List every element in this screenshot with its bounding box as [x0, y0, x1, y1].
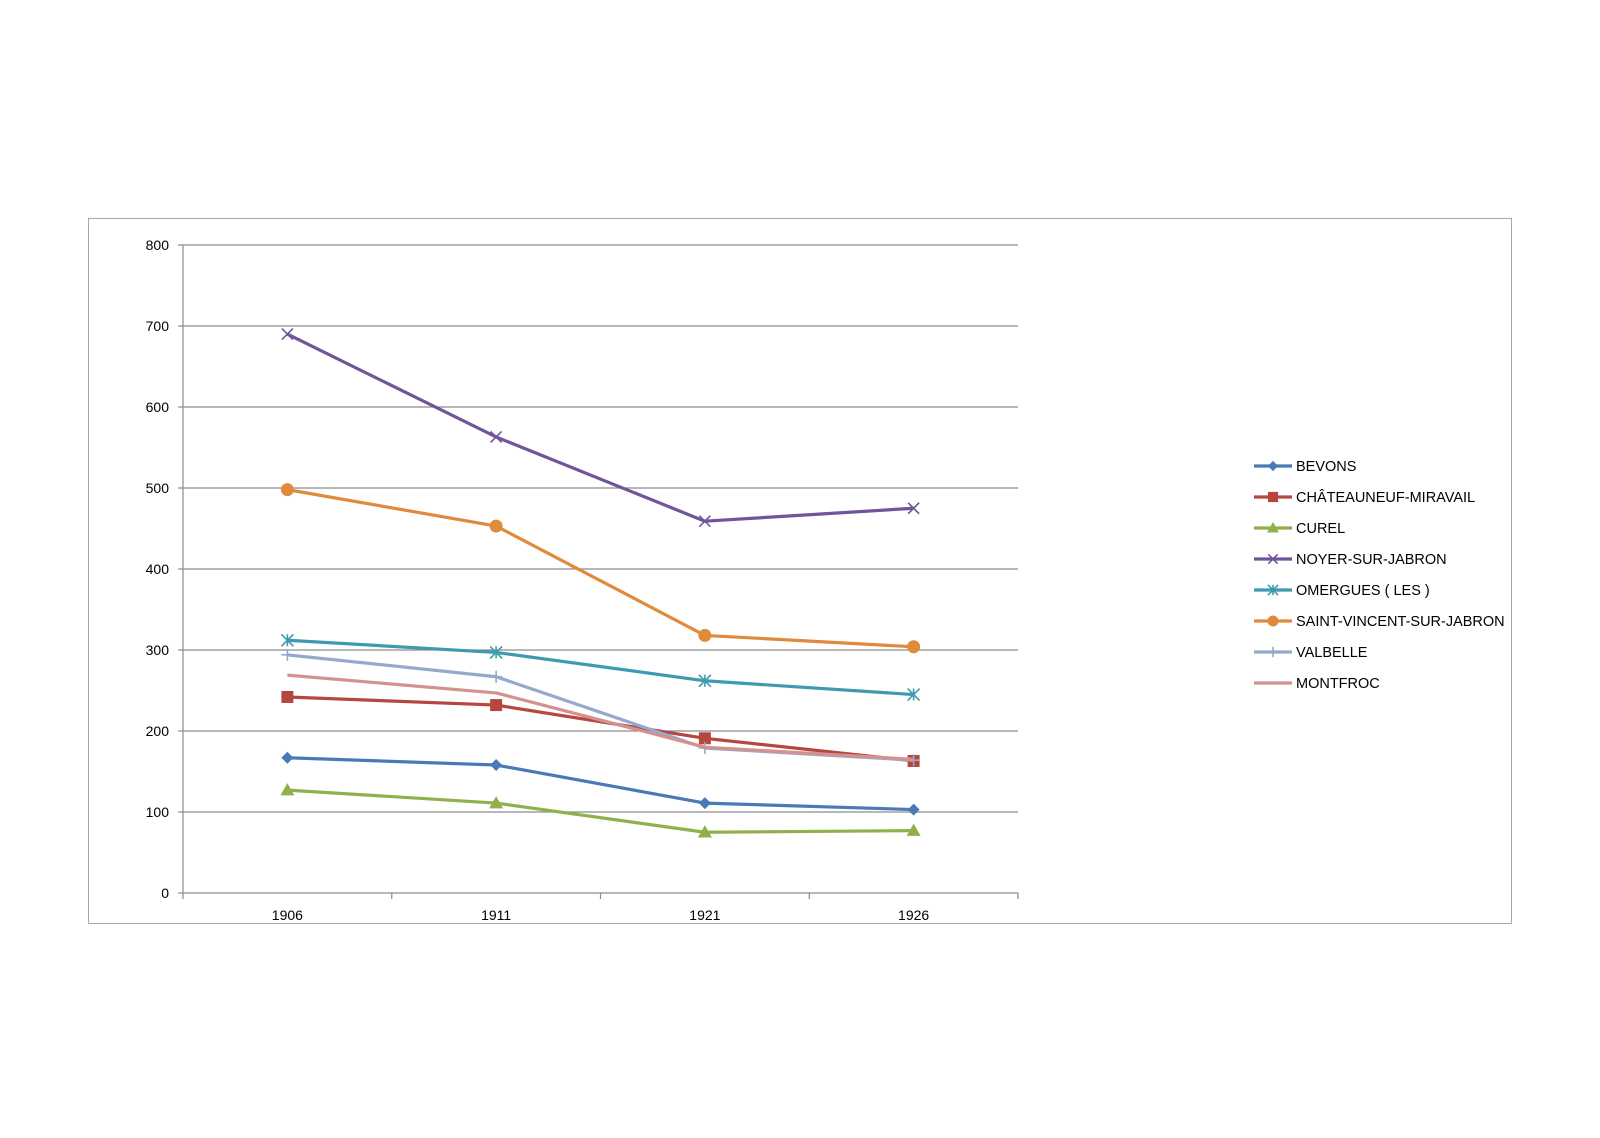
legend-label: OMERGUES ( LES ) — [1296, 583, 1430, 599]
data-point — [907, 502, 920, 515]
data-point — [280, 783, 295, 796]
legend-label: NOYER-SUR-JABRON — [1296, 552, 1447, 568]
data-point — [697, 825, 712, 838]
legend-marker — [1267, 491, 1279, 503]
legend-entry: CUREL — [1254, 521, 1345, 537]
legend-label: MONTFROC — [1296, 676, 1380, 692]
y-tick-label: 600 — [146, 399, 170, 415]
data-point — [281, 751, 294, 764]
legend-label: CUREL — [1296, 521, 1345, 537]
series-saint-vincent-sur-jabron — [280, 483, 921, 654]
y-tick-label: 300 — [146, 642, 170, 658]
series-line — [287, 788, 914, 834]
y-tick-label: 700 — [146, 318, 170, 334]
data-point — [698, 515, 711, 528]
legend-marker — [1267, 460, 1279, 472]
data-point — [906, 823, 921, 836]
data-point — [280, 633, 294, 647]
legend-entry: VALBELLE — [1254, 645, 1368, 661]
y-tick-label: 0 — [161, 885, 169, 901]
data-point — [490, 699, 503, 712]
data-point — [698, 674, 712, 688]
legend-entry: MONTFROC — [1254, 676, 1380, 692]
data-point — [280, 483, 294, 497]
legend-marker — [1267, 584, 1279, 596]
series-noyer-sur-jabron — [281, 328, 920, 528]
data-point — [698, 732, 711, 745]
series-omergues-les- — [280, 633, 921, 702]
legend-label: VALBELLE — [1296, 645, 1368, 661]
legend-label: CHÂTEAUNEUF-MIRAVAIL — [1296, 489, 1475, 506]
grid-lines — [183, 244, 1018, 813]
series-line — [287, 673, 914, 761]
data-point — [489, 796, 504, 809]
series-line — [287, 756, 914, 812]
data-point — [907, 687, 921, 702]
data-point — [698, 628, 712, 642]
data-point — [489, 645, 503, 659]
series-montfroc — [287, 673, 914, 761]
data-point — [281, 690, 294, 703]
series-curel — [280, 783, 921, 838]
data-point — [281, 328, 294, 341]
legend-label: SAINT-VINCENT-SUR-JABRON — [1296, 614, 1505, 630]
data-point — [281, 648, 294, 661]
series-bevons — [281, 751, 920, 816]
legend-label: BEVONS — [1296, 459, 1356, 475]
legend-marker — [1267, 522, 1279, 533]
series-line — [287, 488, 914, 649]
data-point — [489, 519, 503, 533]
legend-entry: SAINT-VINCENT-SUR-JABRON — [1254, 614, 1505, 630]
data-point — [490, 759, 503, 772]
legend-marker — [1267, 646, 1279, 658]
x-tick-label: 1906 — [272, 907, 303, 923]
series-lines — [280, 328, 921, 838]
series-line — [286, 332, 914, 523]
series-line — [287, 653, 914, 762]
data-point — [698, 797, 711, 810]
legend-entry: OMERGUES ( LES ) — [1254, 583, 1430, 599]
legend-entry: BEVONS — [1254, 459, 1356, 475]
x-tick-label: 1911 — [481, 907, 511, 923]
y-tick-label: 100 — [146, 804, 170, 820]
y-tick-label: 500 — [146, 480, 170, 496]
data-point — [490, 670, 503, 683]
y-tick-label: 800 — [146, 237, 170, 253]
legend: BEVONS CHÂTEAUNEUF-MIRAVAIL CUREL NOYER-SUR… — [1254, 459, 1505, 692]
x-tick-label: 1921 — [689, 907, 720, 923]
y-tick-label: 200 — [146, 723, 170, 739]
legend-marker — [1267, 615, 1279, 627]
y-tick-label: 400 — [146, 561, 170, 577]
data-point — [907, 803, 920, 816]
data-point — [907, 640, 921, 654]
legend-entry: NOYER-SUR-JABRON — [1254, 552, 1447, 568]
legend-marker — [1267, 553, 1279, 565]
series-line — [287, 695, 914, 763]
series-line — [287, 638, 914, 697]
legend-entry: CHÂTEAUNEUF-MIRAVAIL — [1254, 489, 1475, 506]
data-point — [490, 430, 503, 444]
x-tick-label: 1926 — [898, 907, 929, 923]
axes: 0 100 200 300 400 500 600 700 800 1906 1911 1921 192… — [146, 237, 1019, 923]
